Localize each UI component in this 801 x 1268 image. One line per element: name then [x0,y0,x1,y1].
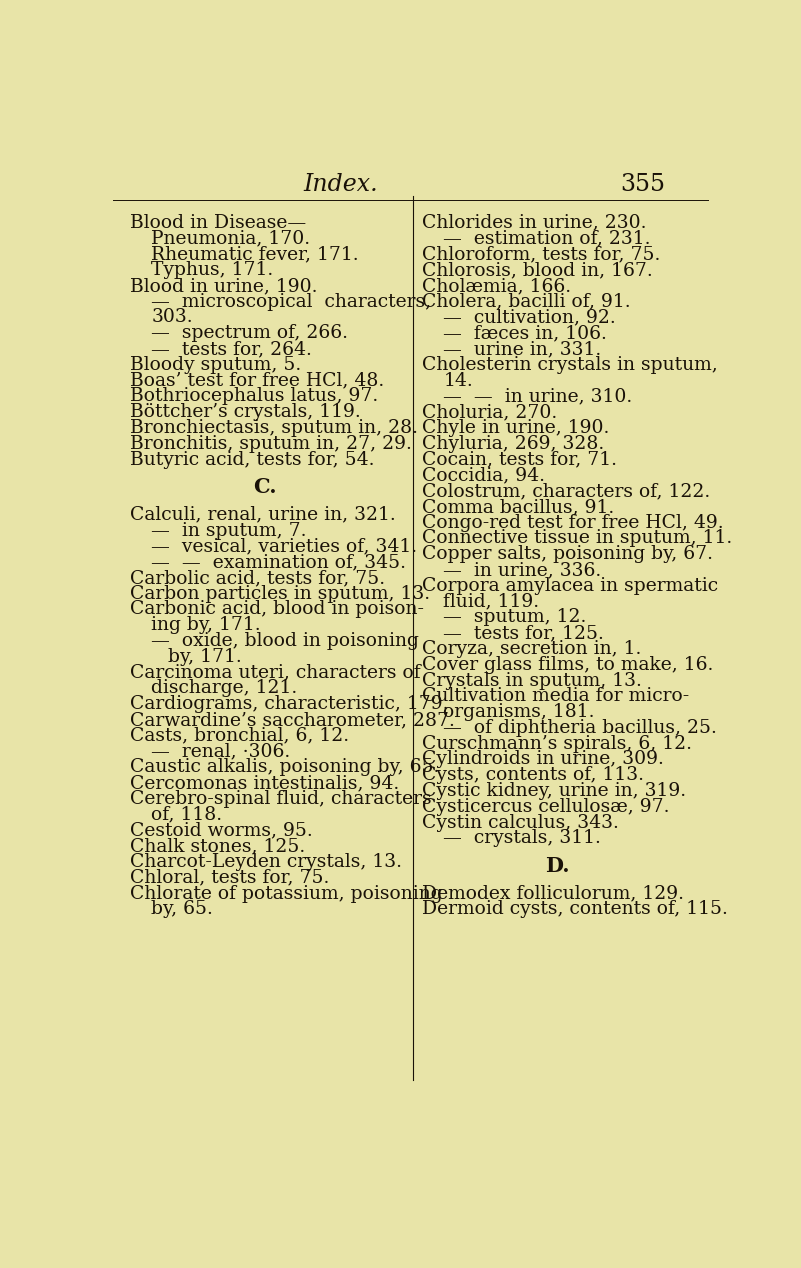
Text: Chloral, tests for, 75.: Chloral, tests for, 75. [130,869,329,886]
Text: Cysticercus cellulosæ, 97.: Cysticercus cellulosæ, 97. [422,798,670,815]
Text: Chlorides in urine, 230.: Chlorides in urine, 230. [422,214,646,232]
Text: —  tests for, 125.: — tests for, 125. [444,624,604,642]
Text: Boas’ test for free HCl, 48.: Boas’ test for free HCl, 48. [130,372,384,389]
Text: Carbolic acid, tests for, 75.: Carbolic acid, tests for, 75. [130,569,384,587]
Text: —  estimation of, 231.: — estimation of, 231. [444,230,651,247]
Text: Index.: Index. [303,172,378,197]
Text: —  in sputum, 7.: — in sputum, 7. [151,521,307,540]
Text: —  cultivation, 92.: — cultivation, 92. [444,308,616,326]
Text: Butyric acid, tests for, 54.: Butyric acid, tests for, 54. [130,450,374,469]
Text: Corpora amylacea in spermatic: Corpora amylacea in spermatic [422,577,718,595]
Text: Cardiograms, characteristic, 179.: Cardiograms, characteristic, 179. [130,695,448,713]
Text: —  renal, ·306.: — renal, ·306. [151,743,291,761]
Text: Cysts, contents of, 113.: Cysts, contents of, 113. [422,766,644,784]
Text: Blood in urine, 190.: Blood in urine, 190. [130,276,317,295]
Text: Cestoid worms, 95.: Cestoid worms, 95. [130,822,312,839]
Text: by, 171.: by, 171. [168,648,242,666]
Text: Cholesterin crystals in sputum,: Cholesterin crystals in sputum, [422,356,718,374]
Text: —  —  examination of, 345.: — — examination of, 345. [151,553,406,571]
Text: Cholæmia, 166.: Cholæmia, 166. [422,276,571,295]
Text: —  microscopical  characters,: — microscopical characters, [151,293,432,311]
Text: Copper salts, poisoning by, 67.: Copper salts, poisoning by, 67. [422,545,713,563]
Text: Chloroform, tests for, 75.: Chloroform, tests for, 75. [422,245,660,264]
Text: Cultivation media for micro-: Cultivation media for micro- [422,687,689,705]
Text: organisms, 181.: organisms, 181. [444,702,595,721]
Text: —  sputum, 12.: — sputum, 12. [444,609,587,626]
Text: Bronchiectasis, sputum in, 28.: Bronchiectasis, sputum in, 28. [130,418,417,437]
Text: Coryza, secretion in, 1.: Coryza, secretion in, 1. [422,640,641,658]
Text: —  spectrum of, 266.: — spectrum of, 266. [151,325,348,342]
Text: ing by, 171.: ing by, 171. [151,616,261,634]
Text: Cylindroids in urine, 309.: Cylindroids in urine, 309. [422,751,663,768]
Text: by, 65.: by, 65. [151,900,213,918]
Text: Carcinoma uteri, characters of: Carcinoma uteri, characters of [130,663,421,682]
Text: fluid, 119.: fluid, 119. [444,592,540,611]
Text: Coccidia, 94.: Coccidia, 94. [422,467,545,484]
Text: Crystals in sputum, 13.: Crystals in sputum, 13. [422,672,642,690]
Text: Carbonic acid, blood in poison-: Carbonic acid, blood in poison- [130,601,424,619]
Text: Böttcher’s crystals, 119.: Böttcher’s crystals, 119. [130,403,360,421]
Text: Chlorate of potassium, poisoning: Chlorate of potassium, poisoning [130,885,442,903]
Text: Bronchitis, sputum in, 27, 29.: Bronchitis, sputum in, 27, 29. [130,435,412,453]
Text: Dermoid cysts, contents of, 115.: Dermoid cysts, contents of, 115. [422,900,727,918]
Text: —  of diphtheria bacillus, 25.: — of diphtheria bacillus, 25. [444,719,718,737]
Text: —  in urine, 336.: — in urine, 336. [444,560,602,579]
Text: —  fæces in, 106.: — fæces in, 106. [444,325,607,342]
Text: Charcot-Leyden crystals, 13.: Charcot-Leyden crystals, 13. [130,853,401,871]
Text: —  tests for, 264.: — tests for, 264. [151,340,312,358]
Text: Cystic kidney, urine in, 319.: Cystic kidney, urine in, 319. [422,782,686,800]
Text: Cercomonas intestinalis, 94.: Cercomonas intestinalis, 94. [130,775,399,792]
Text: Casts, bronchial, 6, 12.: Casts, bronchial, 6, 12. [130,727,348,744]
Text: Comma bacillus, 91.: Comma bacillus, 91. [422,498,614,516]
Text: discharge, 121.: discharge, 121. [151,680,297,697]
Text: Caustic alkalis, poisoning by, 65.: Caustic alkalis, poisoning by, 65. [130,758,439,776]
Text: Bothriocephalus latus, 97.: Bothriocephalus latus, 97. [130,388,378,406]
Text: Typhus, 171.: Typhus, 171. [151,261,273,279]
Text: Cholera, bacilli of, 91.: Cholera, bacilli of, 91. [422,293,630,311]
Text: Cover glass films, to make, 16.: Cover glass films, to make, 16. [422,656,713,673]
Text: Chyluria, 269, 328.: Chyluria, 269, 328. [422,435,604,453]
Text: Carwardine’s saccharometer, 287.: Carwardine’s saccharometer, 287. [130,711,454,729]
Text: Demodex folliculorum, 129.: Demodex folliculorum, 129. [422,885,684,903]
Text: Rheumatic fever, 171.: Rheumatic fever, 171. [151,245,359,264]
Text: —  urine in, 331.: — urine in, 331. [444,340,602,358]
Text: of, 118.: of, 118. [151,805,223,824]
Text: Connective tissue in sputum, 11.: Connective tissue in sputum, 11. [422,530,732,548]
Text: Chyle in urine, 190.: Chyle in urine, 190. [422,418,609,437]
Text: Carbon particles in sputum, 13.: Carbon particles in sputum, 13. [130,585,429,602]
Text: Bloody sputum, 5.: Bloody sputum, 5. [130,356,301,374]
Text: 303.: 303. [151,308,193,326]
Text: 14.: 14. [444,372,473,389]
Text: Colostrum, characters of, 122.: Colostrum, characters of, 122. [422,482,710,500]
Text: —  crystals, 311.: — crystals, 311. [444,829,602,847]
Text: Choluria, 270.: Choluria, 270. [422,403,557,421]
Text: D.: D. [545,856,570,876]
Text: Curschmann’s spirals, 6, 12.: Curschmann’s spirals, 6, 12. [422,734,692,753]
Text: Pneumonia, 170.: Pneumonia, 170. [151,230,311,247]
Text: Chalk stones, 125.: Chalk stones, 125. [130,837,305,856]
Text: Blood in Disease—: Blood in Disease— [130,214,306,232]
Text: Congo-red test for free HCl, 49.: Congo-red test for free HCl, 49. [422,514,723,531]
Text: —  —  in urine, 310.: — — in urine, 310. [444,388,633,406]
Text: —  oxide, blood in poisoning: — oxide, blood in poisoning [151,631,419,650]
Text: Calculi, renal, urine in, 321.: Calculi, renal, urine in, 321. [130,506,396,524]
Text: Cystin calculus, 343.: Cystin calculus, 343. [422,814,618,832]
Text: Cocain, tests for, 71.: Cocain, tests for, 71. [422,450,617,469]
Text: Cerebro-spinal fluid, characters: Cerebro-spinal fluid, characters [130,790,431,808]
Text: C.: C. [253,477,277,497]
Text: 355: 355 [620,172,665,197]
Text: —  vesical, varieties of, 341.: — vesical, varieties of, 341. [151,538,417,555]
Text: Chlorosis, blood in, 167.: Chlorosis, blood in, 167. [422,261,653,279]
